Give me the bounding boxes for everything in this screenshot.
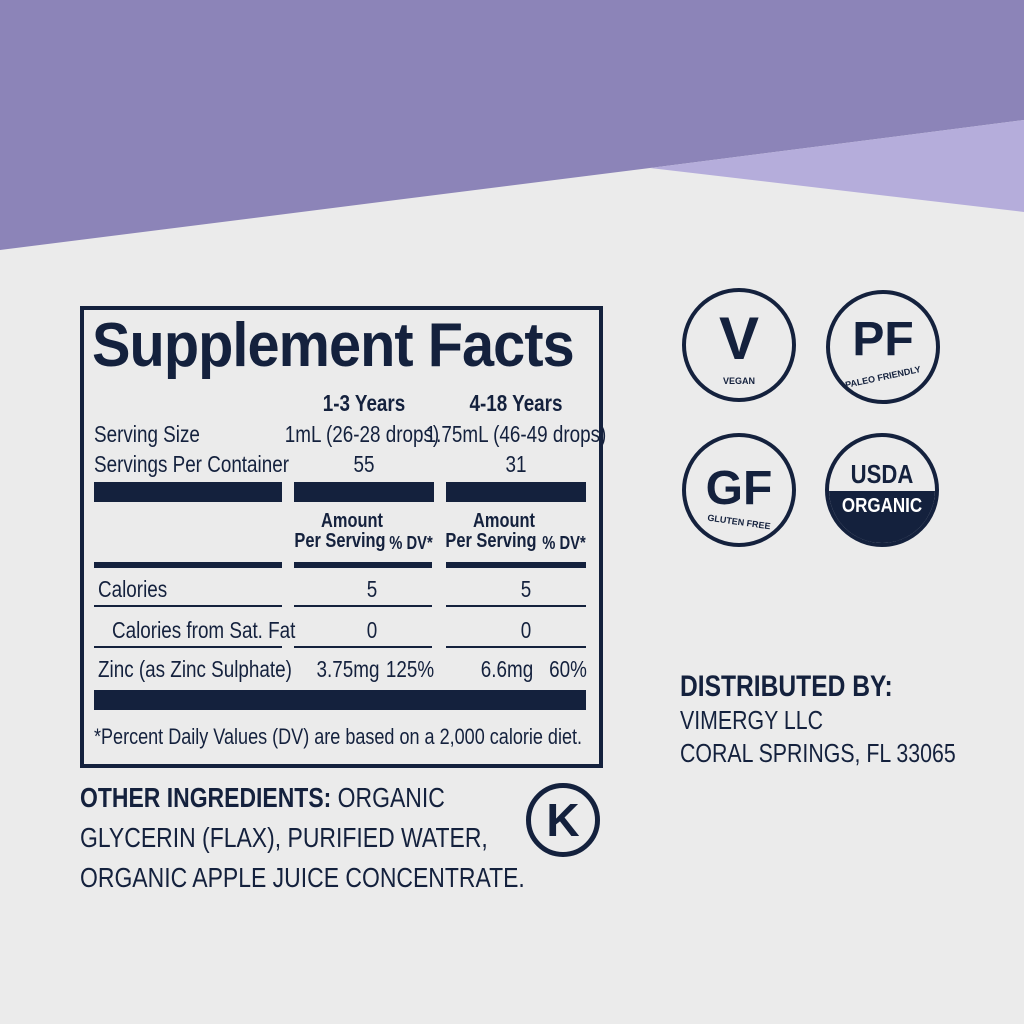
gluten-free-badge-icon: GF GLUTEN FREE	[682, 433, 796, 547]
other-ingredients-label: OTHER INGREDIENTS:	[80, 782, 332, 813]
usda-organic-badge-icon: USDA ORGANIC	[825, 433, 939, 547]
badge-letter: V	[718, 305, 760, 372]
distributor-name: VIMERGY LLC	[680, 705, 823, 735]
dv-header-1: % DV*	[389, 533, 433, 553]
zinc-dv-2: 60%	[549, 656, 587, 682]
divider	[294, 562, 432, 568]
divider	[294, 646, 432, 648]
thick-divider	[94, 482, 282, 502]
divider	[94, 605, 282, 607]
calories-2: 5	[520, 576, 532, 602]
divider	[94, 562, 282, 568]
dv-header-2: % DV*	[542, 533, 586, 553]
badge-caption: VEGAN	[722, 376, 755, 386]
divider	[446, 605, 586, 607]
calories-sat-fat-label: Calories from Sat. Fat	[112, 617, 296, 643]
amount-header-1: Amount	[321, 510, 383, 532]
other-ingredients-line1: OTHER INGREDIENTS: ORGANIC	[80, 782, 445, 814]
servings-per-container-1: 55	[353, 451, 375, 477]
supplement-facts-panel	[80, 306, 603, 768]
ingredients-text: ORGANIC	[337, 782, 445, 813]
calories-1: 5	[366, 576, 378, 602]
calories-label: Calories	[98, 576, 168, 602]
other-ingredients-line2: GLYCERIN (FLAX), PURIFIED WATER,	[80, 822, 488, 853]
amount-header-2: Amount	[473, 510, 535, 532]
serving-size-2: 1.75mL (46-49 drops)	[425, 421, 607, 447]
zinc-amount-1: 3.75mg	[316, 656, 380, 682]
column-header-1-3: 1-3 Years	[322, 390, 406, 416]
serving-size-label: Serving Size	[94, 421, 200, 447]
per-serving-header-1: Per Serving	[294, 530, 386, 552]
footnote: *Percent Daily Values (DV) are based on …	[94, 724, 583, 749]
badge-field	[829, 491, 935, 543]
light-purple-band	[650, 120, 1024, 212]
badge-letter: PF	[852, 313, 914, 366]
badge-letter: GF	[705, 462, 773, 515]
kosher-k-icon: K	[526, 783, 600, 857]
paleo-friendly-badge-icon: PF PALEO FRIENDLY	[826, 290, 940, 404]
distributed-by-label: DISTRIBUTED BY:	[680, 670, 893, 703]
badge-organic: ORGANIC	[841, 495, 923, 517]
per-serving-header-2: Per Serving	[445, 530, 537, 552]
zinc-dv-1: 125%	[385, 656, 435, 682]
divider	[94, 646, 282, 648]
distributor-address: CORAL SPRINGS, FL 33065	[680, 738, 956, 768]
servings-per-container-label: Servings Per Container	[94, 451, 289, 477]
other-ingredients-line3: ORGANIC APPLE JUICE CONCENTRATE.	[80, 862, 525, 893]
purple-band	[0, 0, 1024, 250]
zinc-label: Zinc (as Zinc Sulphate)	[98, 656, 292, 682]
divider	[294, 605, 432, 607]
divider	[446, 646, 586, 648]
calories-sat-fat-1: 0	[366, 617, 378, 643]
serving-size-1: 1mL (26-28 drops)	[284, 421, 440, 447]
vegan-badge-icon: V VEGAN	[682, 288, 796, 402]
header-banner	[0, 0, 1024, 250]
badge-usda: USDA	[850, 459, 914, 489]
thick-divider	[446, 482, 586, 502]
servings-per-container-2: 31	[505, 451, 527, 477]
divider	[446, 562, 586, 568]
facts-title: Supplement Facts	[92, 311, 575, 380]
column-header-4-18: 4-18 Years	[469, 390, 563, 416]
thick-divider	[294, 482, 434, 502]
zinc-amount-2: 6.6mg	[480, 656, 534, 682]
thick-divider	[94, 690, 586, 710]
calories-sat-fat-2: 0	[520, 617, 532, 643]
